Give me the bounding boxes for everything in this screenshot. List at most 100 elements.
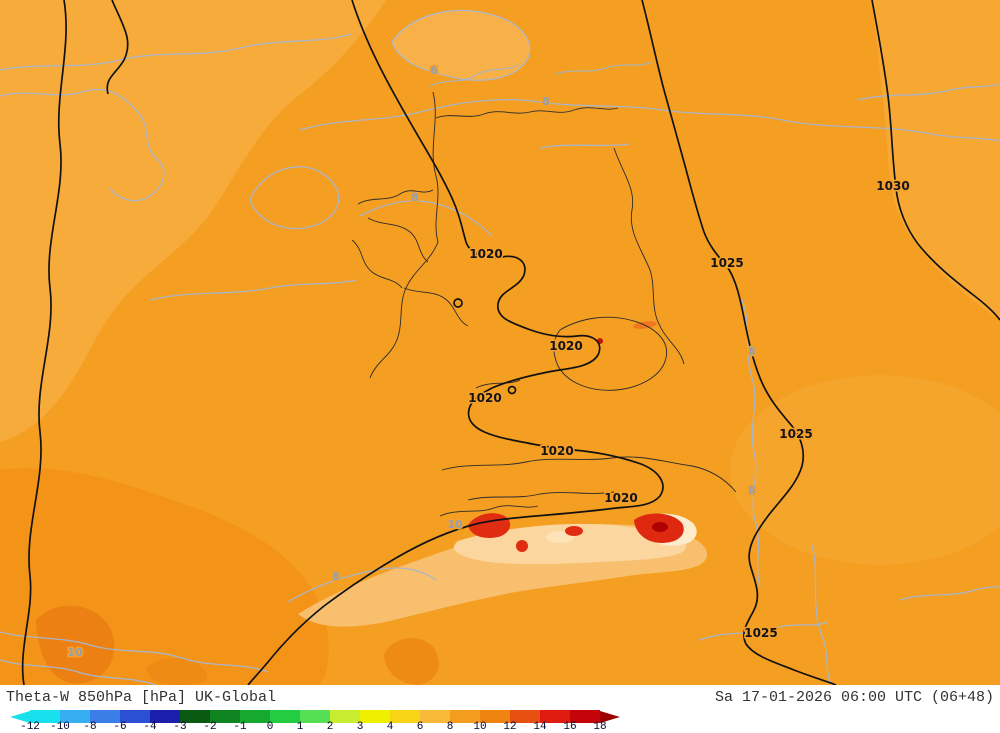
thetaw-contour — [0, 33, 353, 71]
blob-dark-red-core — [652, 522, 668, 532]
colorbar-segment — [300, 710, 330, 723]
colorbar-segment — [30, 710, 60, 723]
colorbar-tick: 1 — [296, 721, 304, 733]
thetaw-contour-lines — [0, 33, 1000, 685]
isobar-label: 1025 — [744, 626, 777, 640]
colorbar-segment — [120, 710, 150, 723]
isobar-label: 1030 — [876, 179, 909, 193]
region-light-east — [730, 375, 1000, 565]
colorbar-segment — [270, 710, 300, 723]
isobar-squiggle-nw — [106, 0, 129, 95]
colorbar-tick: 8 — [446, 721, 454, 733]
border-line — [351, 239, 403, 289]
thetaw-contour — [899, 585, 1000, 601]
border-line — [475, 379, 521, 389]
isobar-lines — [21, 0, 1000, 685]
thetaw-contour — [0, 631, 269, 673]
isobar-closed-loop — [507, 385, 517, 395]
isobar-label: 1020 — [469, 247, 502, 261]
blob-dark-orange-sw — [36, 605, 115, 684]
coastline — [555, 61, 653, 75]
colorbar-ticks: -12 -10 -8 -6 -4 -3 -2 -1 0 1 2 3 4 6 8 10 12 14 16 18 — [0, 722, 1000, 733]
colorbar-segments — [30, 710, 600, 723]
colorbar-segment — [360, 710, 390, 723]
region-light-northwest — [0, 0, 386, 442]
colorbar-tick: 16 — [563, 721, 577, 733]
colorbar: -12 -10 -8 -6 -4 -3 -2 -1 0 1 2 3 4 6 8 10 12 14 16 18 — [0, 710, 1000, 733]
colorbar-tick: -4 — [143, 721, 157, 733]
map-area: 1020 1025 1030 1020 1020 1020 1020 1025 1025 6 8 8 8… — [0, 0, 1000, 685]
blob-dark-orange-s1 — [146, 657, 208, 685]
coastlines — [429, 61, 653, 87]
colorbar-tick: 0 — [266, 721, 274, 733]
thetaw-label: 8 — [542, 95, 550, 108]
colorbar-tick: -10 — [50, 721, 70, 733]
colorbar-segment — [180, 710, 210, 723]
border-line — [439, 505, 539, 517]
border-line — [403, 287, 469, 327]
border-line — [613, 147, 685, 365]
colorbar-segment — [150, 710, 180, 723]
isobar-label: 1025 — [710, 256, 743, 270]
colorbar-bar — [10, 710, 620, 723]
country-borders — [351, 91, 737, 517]
colorbar-segment — [60, 710, 90, 723]
colorbar-segment — [240, 710, 270, 723]
colorbar-arrow-right — [600, 710, 620, 723]
thetaw-contour — [149, 279, 357, 301]
colorbar-tick: 6 — [416, 721, 424, 733]
colorbar-tick: -3 — [173, 721, 187, 733]
isobar-line-1030 — [871, 0, 1000, 321]
thetaw-contour — [539, 143, 631, 149]
blob-red-2 — [516, 540, 528, 552]
blob-dark-orange-s2 — [384, 637, 439, 685]
thetaw-label: 6 — [430, 64, 438, 77]
thetaw-label: 8 — [748, 484, 756, 497]
colorbar-tick: -1 — [233, 721, 247, 733]
border-line — [553, 316, 668, 391]
band-paler-alps — [453, 523, 687, 565]
border-line — [441, 456, 737, 493]
isobar-line-west — [21, 0, 67, 685]
thetaw-label: 8 — [748, 345, 756, 358]
isobar-label: 1020 — [549, 339, 582, 353]
thetaw-label: 10 — [447, 518, 463, 531]
isobar-label: 1020 — [540, 444, 573, 458]
isobar-label: 1020 — [604, 491, 637, 505]
thetaw-contour — [0, 88, 165, 202]
colorbar-tick: 2 — [326, 721, 334, 733]
thetaw-contour — [249, 166, 340, 230]
colorbar-segment — [480, 710, 510, 723]
contour-labels: 1020 1025 1030 1020 1020 1020 1020 1025 1025 6 8 8 8… — [66, 63, 911, 661]
colorbar-tick: 14 — [533, 721, 547, 733]
colorbar-segment — [540, 710, 570, 723]
thetaw-label: 8 — [411, 191, 419, 204]
thetaw-contour — [0, 659, 157, 685]
thetaw-contour — [299, 98, 1000, 142]
thetaw-label: 8 — [332, 570, 340, 583]
colorbar-tick: 12 — [503, 721, 517, 733]
colorbar-arrow-left — [10, 710, 30, 723]
colorbar-tick: 18 — [593, 721, 607, 733]
colorbar-tick: -12 — [20, 721, 40, 733]
isobar-closed-loop — [453, 298, 463, 308]
coastline — [429, 63, 521, 87]
weather-map: 1020 1025 1030 1020 1020 1020 1020 1025 1025 6 8 8 8… — [0, 0, 1000, 685]
region-light-northeast — [872, 0, 1000, 320]
colorbar-segment — [330, 710, 360, 723]
colorbar-tick: -6 — [113, 721, 127, 733]
colorbar-segment — [420, 710, 450, 723]
colorbar-tick: 3 — [356, 721, 364, 733]
map-valid-time: Sa 17-01-2026 06:00 UTC (06+48) — [714, 689, 994, 706]
isobar-label: 1020 — [468, 391, 501, 405]
isobar-line-1025 — [641, 0, 837, 685]
thetaw-contour — [741, 299, 761, 587]
isobar-label: 1025 — [779, 427, 812, 441]
colorbar-tick: -2 — [203, 721, 217, 733]
border-line — [357, 189, 434, 205]
colorbar-segment — [510, 710, 540, 723]
colorbar-segment — [450, 710, 480, 723]
thetaw-contour — [811, 544, 833, 685]
colorbar-tick: -8 — [83, 721, 97, 733]
